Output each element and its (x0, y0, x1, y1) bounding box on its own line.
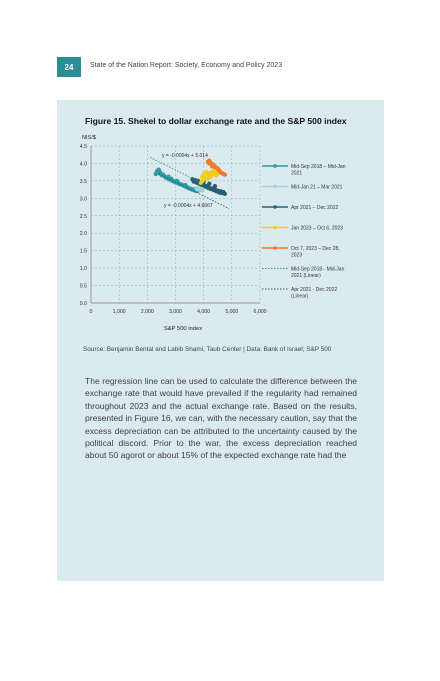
y-tick-label: 3.5 (80, 179, 87, 185)
legend-marker (273, 225, 277, 230)
data-point (156, 167, 161, 172)
y-tick-label: 1.0 (80, 266, 87, 272)
legend-marker (273, 246, 277, 250)
figure-title: Figure 15. Shekel to dollar exchange rat… (85, 116, 347, 126)
y-tick-label: 3.0 (80, 196, 87, 202)
legend-label: Oct 7, 2023 – Dec 28, (291, 246, 340, 252)
data-point (211, 168, 216, 173)
y-axis-label: NIS/$ (82, 135, 97, 141)
legend-label: (Linear) (291, 293, 309, 299)
trendline-equation: y = -0.0004x + 5.014 (162, 153, 208, 159)
figure-panel (57, 100, 384, 581)
legend-label: 2023 (291, 252, 302, 258)
x-tick-label: 2,000 (141, 309, 154, 315)
y-tick-label: 4.0 (80, 161, 87, 167)
page-number: 24 (57, 57, 81, 77)
trendline-equation: y = -0.0004x + 4.6667 (164, 203, 213, 209)
data-point (209, 164, 215, 169)
legend-label: Mid-Sep 2018 – Mid-Jan (291, 164, 346, 170)
data-point (153, 171, 158, 177)
x-tick-label: 0 (90, 309, 93, 315)
data-point (207, 161, 212, 166)
legend-label: Mid-Jan 21 – Mar 2021 (291, 184, 343, 190)
data-point (207, 181, 212, 186)
data-point (198, 186, 204, 191)
y-tick-label: 0.5 (80, 284, 87, 290)
legend-marker (273, 164, 277, 168)
y-tick-label: 2.0 (80, 231, 87, 237)
data-point (204, 169, 209, 175)
data-point (183, 182, 188, 188)
legend-label: Jan 2023 – Oct 6, 2023 (291, 225, 343, 231)
trendline (149, 156, 202, 183)
data-point (207, 175, 212, 180)
x-tick-label: 5,000 (225, 309, 238, 315)
figure-source: Source: Benjamin Bental and Labib Shami,… (83, 346, 332, 353)
trendline (158, 173, 230, 209)
legend-marker (273, 184, 277, 189)
data-point (214, 173, 219, 178)
legend-label: Apr 2021 – Dec 2022 (291, 205, 338, 211)
y-tick-label: 4.5 (80, 144, 87, 150)
legend-marker (273, 205, 277, 209)
legend-label: 2021 (Linear) (291, 273, 321, 279)
x-tick-label: 3,000 (169, 309, 182, 315)
data-point (222, 172, 227, 177)
data-point (212, 183, 218, 189)
x-tick-label: 1,000 (113, 309, 126, 315)
y-tick-label: 0.0 (80, 301, 87, 307)
data-point (214, 165, 219, 170)
y-tick-label: 1.5 (80, 249, 87, 255)
running-title: State of the Nation Report: Society, Eco… (90, 62, 283, 69)
body-paragraph: The regression line can be used to calcu… (85, 376, 357, 461)
legend-label: 2021 (291, 170, 302, 176)
x-axis-label: S&P 500 index (164, 326, 202, 332)
legend-label: Mid-Sep 2018 - Mid-Jan (291, 266, 345, 272)
y-tick-label: 2.5 (80, 214, 87, 220)
legend-label: Apr 2021 - Dec 2022 (291, 287, 337, 293)
x-tick-label: 4,000 (197, 309, 210, 315)
x-tick-label: 6,000 (254, 309, 267, 315)
data-point (222, 191, 227, 196)
